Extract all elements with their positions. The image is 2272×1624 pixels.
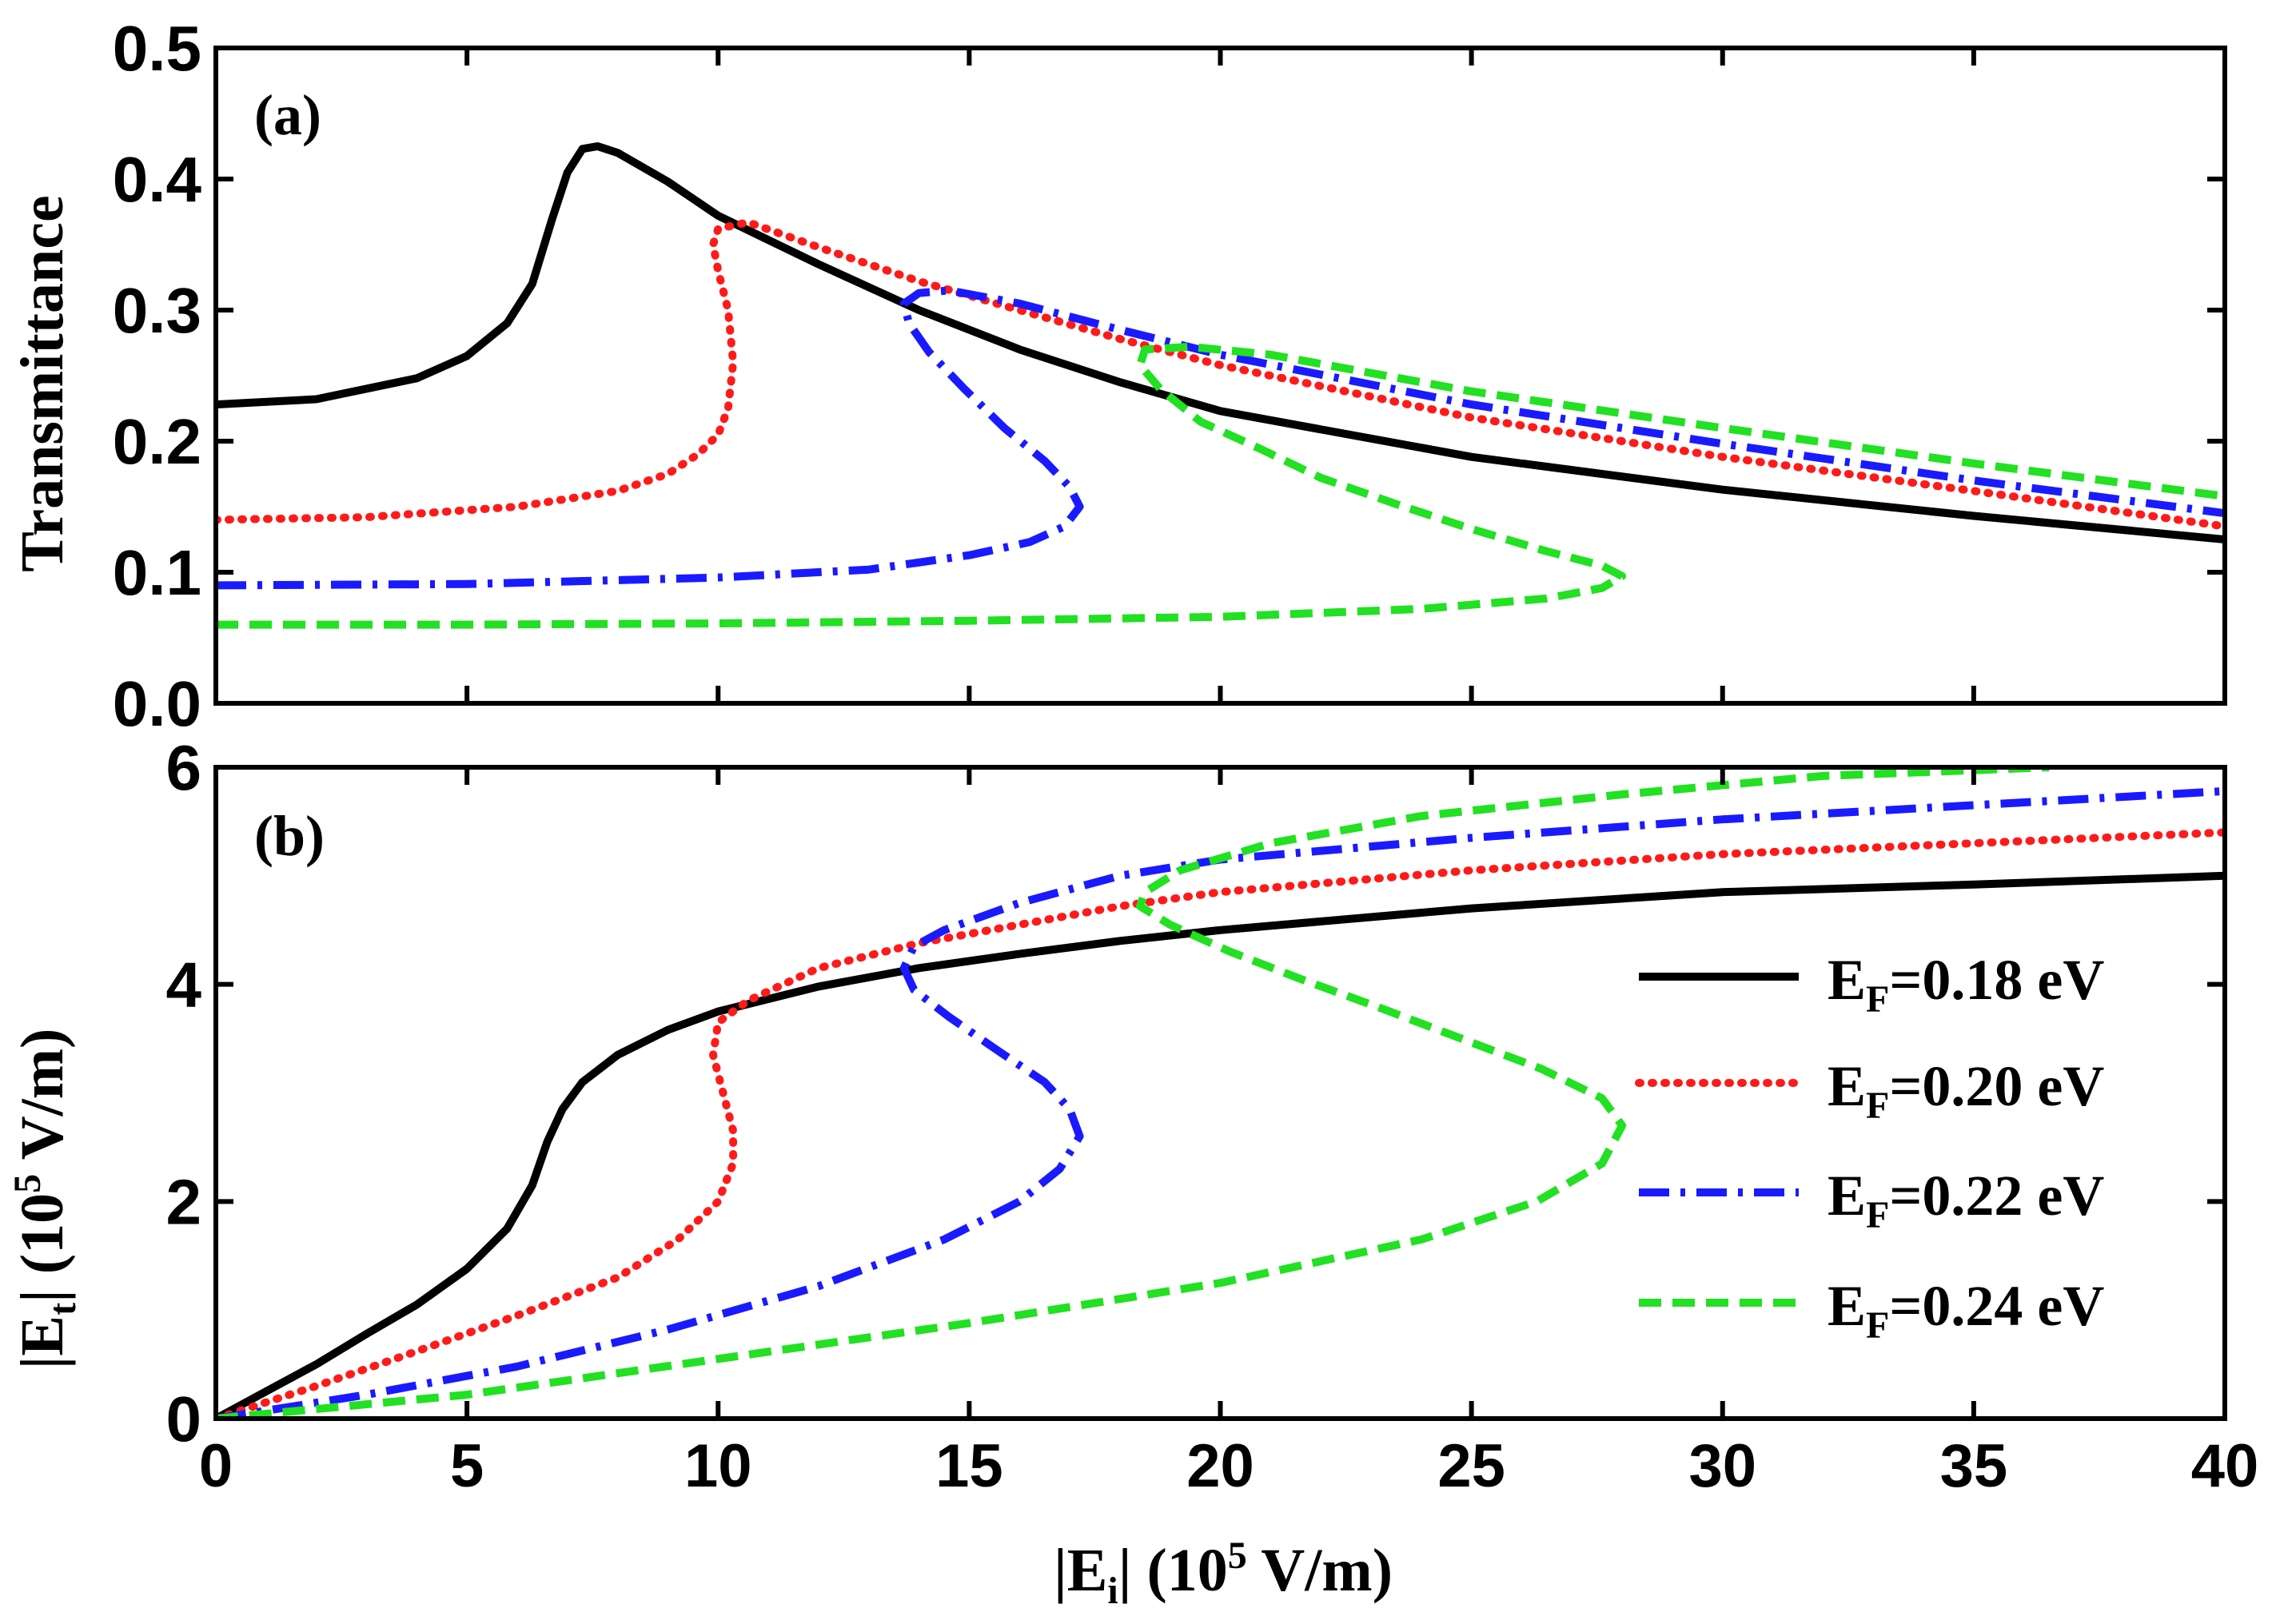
x-tick-label: 35: [1940, 1432, 2008, 1500]
legend: EF=0.18 eV EF=0.20 eV EF=0.22 eV EF=0.24…: [1635, 948, 2104, 1347]
series-line-b-2: [216, 786, 2225, 1419]
panel-a-label: (a): [254, 83, 321, 147]
series-line-b-0: [216, 871, 2225, 1419]
y-axis-label-b: |Et| (105 V/m): [6, 1029, 84, 1370]
y-axis-label-a: Transmittance: [9, 195, 76, 571]
x-tick-label: 20: [1186, 1432, 1254, 1500]
series-line-a-1: [216, 218, 2225, 531]
x-tick-label: 15: [935, 1432, 1003, 1500]
y-tick-label-b: 2: [166, 1166, 202, 1237]
legend-label-022: EF=0.22 eV: [1828, 1164, 2104, 1236]
y-tick-label-b: 4: [166, 949, 202, 1021]
y-tick-label-b: 6: [166, 732, 202, 803]
x-label-sub: i: [1107, 1570, 1118, 1612]
x-tick-label: 25: [1437, 1432, 1505, 1500]
y-tick-label-a: 0.5: [113, 13, 201, 84]
series-line-a-0: [216, 142, 2225, 543]
y-label-b-pre: |E: [9, 1316, 76, 1369]
panel-b-label: (b): [254, 804, 325, 868]
y-label-b-post: | (10: [9, 1193, 76, 1303]
y-tick-label-a: 0.4: [113, 144, 202, 215]
x-label-sup: 5: [1228, 1534, 1247, 1577]
y-tick-label-b: 0: [166, 1383, 202, 1455]
series-line-b-1: [216, 828, 2225, 1419]
series-line-a-2: [216, 286, 2225, 590]
legend-label-018: EF=0.18 eV: [1828, 948, 2104, 1021]
series-line-a-3: [216, 342, 2225, 629]
x-label-unit: V/m): [1247, 1537, 1393, 1604]
x-axis-label: |Ei| (105 V/m): [1054, 1534, 1393, 1612]
x-tick-label: 40: [2191, 1432, 2259, 1500]
y-tick-label-a: 0.3: [113, 275, 201, 346]
y-tick-label-a: 0.1: [113, 537, 201, 608]
y-tick-label-a: 0.2: [113, 406, 201, 477]
panel-b: 0 2 4 6 0 5 10 15 20 25 30 35 40: [166, 732, 2259, 1500]
y-tick-label-a: 0.0: [113, 668, 201, 739]
panel-a: 0.0 0.1 0.2 0.3 0.4 0.5: [113, 13, 2227, 739]
x-tick-label: 5: [450, 1432, 484, 1500]
series-line-b-3: [216, 767, 2050, 1419]
x-tick-label: 10: [684, 1432, 752, 1500]
y-label-b-sub: t: [42, 1303, 84, 1316]
x-tick-label: 30: [1688, 1432, 1756, 1500]
legend-label-020: EF=0.20 eV: [1828, 1054, 2104, 1127]
x-tick-label: 0: [199, 1432, 233, 1500]
x-label-pre: |E: [1054, 1537, 1107, 1604]
y-label-b-sup: 5: [6, 1174, 49, 1193]
x-label-post: | (10: [1118, 1537, 1228, 1604]
y-label-b-unit: V/m): [9, 1029, 76, 1174]
legend-label-024: EF=0.24 eV: [1828, 1274, 2104, 1347]
